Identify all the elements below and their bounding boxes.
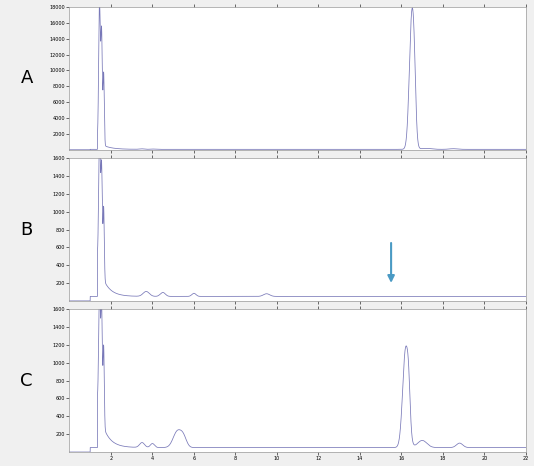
Text: C: C xyxy=(20,372,33,390)
Text: A: A xyxy=(20,69,33,87)
Text: B: B xyxy=(21,220,33,239)
